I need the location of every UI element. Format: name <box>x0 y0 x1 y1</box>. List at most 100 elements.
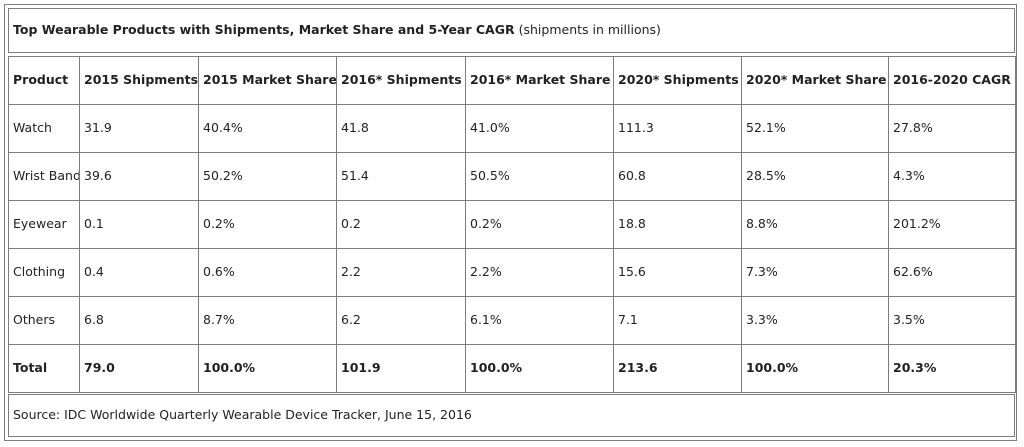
table-cell: 51.4 <box>336 152 466 201</box>
total-cell: 213.6 <box>613 344 742 393</box>
row-label-text: Watch <box>13 120 52 136</box>
table-cell-text: 6.1% <box>470 312 502 328</box>
column-header: 2020* Market Share <box>741 56 889 105</box>
row-label-text: Clothing <box>13 264 66 280</box>
table-cell-text: 18.8 <box>618 216 646 232</box>
column-header: 2016-2020 CAGR <box>888 56 1016 105</box>
total-cell: 100.0% <box>465 344 614 393</box>
table-cell-text: 50.2% <box>203 168 243 184</box>
table-cell: 18.8 <box>613 200 742 249</box>
table-cell: 50.2% <box>198 152 337 201</box>
total-label: Total <box>8 344 80 393</box>
table-cell-text: 4.3% <box>893 168 925 184</box>
table-cell: 0.1 <box>79 200 199 249</box>
total-cell-text: 213.6 <box>618 360 658 376</box>
column-header: 2015 Shipments <box>79 56 199 105</box>
table-cell-text: 201.2% <box>893 216 941 232</box>
total-cell: 100.0% <box>198 344 337 393</box>
source-note: Source: IDC Worldwide Quarterly Wearable… <box>13 407 472 423</box>
table-cell: 60.8 <box>613 152 742 201</box>
table-cell-text: 40.4% <box>203 120 243 136</box>
table-cell-text: 0.2% <box>203 216 235 232</box>
row-label: Clothing <box>8 248 80 297</box>
column-header: 2020* Shipments <box>613 56 742 105</box>
row-label: Others <box>8 296 80 345</box>
table-cell-text: 0.6% <box>203 264 235 280</box>
table-cell-text: 62.6% <box>893 264 933 280</box>
total-cell-text: 100.0% <box>470 360 523 376</box>
row-label: Watch <box>8 104 80 153</box>
table-cell-text: 0.2% <box>470 216 502 232</box>
total-cell-text: 101.9 <box>341 360 381 376</box>
table-cell: 8.7% <box>198 296 337 345</box>
column-header-text: 2020* Market Share <box>746 72 887 88</box>
total-cell-text: 100.0% <box>203 360 256 376</box>
table-cell-text: 2.2% <box>470 264 502 280</box>
total-cell: 101.9 <box>336 344 466 393</box>
table-frame <box>4 4 1017 441</box>
total-cell-text: 79.0 <box>84 360 115 376</box>
table-cell-text: 111.3 <box>618 120 654 136</box>
table-cell-text: 3.5% <box>893 312 925 328</box>
total-cell: 100.0% <box>741 344 889 393</box>
table-cell: 7.1 <box>613 296 742 345</box>
table-cell: 52.1% <box>741 104 889 153</box>
table-cell: 39.6 <box>79 152 199 201</box>
table-title-cell: Top Wearable Products with Shipments, Ma… <box>8 8 1015 53</box>
total-cell-text: 100.0% <box>746 360 799 376</box>
table-cell: 0.6% <box>198 248 337 297</box>
column-header: Product <box>8 56 80 105</box>
table-cell-text: 27.8% <box>893 120 933 136</box>
table-cell-text: 7.1 <box>618 312 638 328</box>
column-header-text: Product <box>13 72 69 88</box>
table-cell: 62.6% <box>888 248 1016 297</box>
source-note-cell: Source: IDC Worldwide Quarterly Wearable… <box>8 394 1015 437</box>
table-cell: 0.2% <box>198 200 337 249</box>
table-cell: 3.3% <box>741 296 889 345</box>
table-cell-text: 2.2 <box>341 264 361 280</box>
column-header-text: 2015 Market Share <box>203 72 337 88</box>
table-cell-text: 50.5% <box>470 168 510 184</box>
table-cell: 6.1% <box>465 296 614 345</box>
table-cell: 4.3% <box>888 152 1016 201</box>
table-cell: 40.4% <box>198 104 337 153</box>
table-cell-text: 8.8% <box>746 216 778 232</box>
table-cell-text: 39.6 <box>84 168 112 184</box>
row-label-text: Wrist Band <box>13 168 80 184</box>
table-cell-text: 6.8 <box>84 312 104 328</box>
table-cell-text: 51.4 <box>341 168 369 184</box>
column-header-text: 2016* Market Share <box>470 72 611 88</box>
table-cell-text: 28.5% <box>746 168 786 184</box>
table-cell: 41.8 <box>336 104 466 153</box>
table-cell-text: 6.2 <box>341 312 361 328</box>
column-header: 2015 Market Share <box>198 56 337 105</box>
table-cell-text: 0.4 <box>84 264 104 280</box>
table-title: Top Wearable Products with Shipments, Ma… <box>13 22 515 38</box>
table-cell-text: 7.3% <box>746 264 778 280</box>
table-cell: 0.4 <box>79 248 199 297</box>
table-cell-text: 8.7% <box>203 312 235 328</box>
table-cell-text: 31.9 <box>84 120 112 136</box>
table-cell-text: 60.8 <box>618 168 646 184</box>
column-header-text: 2015 Shipments <box>84 72 199 88</box>
table-cell: 0.2% <box>465 200 614 249</box>
total-cell: 20.3% <box>888 344 1016 393</box>
table-cell-text: 52.1% <box>746 120 786 136</box>
table-cell: 2.2% <box>465 248 614 297</box>
row-label-text: Others <box>13 312 56 328</box>
table-cell-text: 0.1 <box>84 216 104 232</box>
table-cell: 6.8 <box>79 296 199 345</box>
column-header-text: 2020* Shipments <box>618 72 739 88</box>
table-subtitle: (shipments in millions) <box>518 22 661 38</box>
table-cell: 27.8% <box>888 104 1016 153</box>
row-label: Wrist Band <box>8 152 80 201</box>
table-cell: 2.2 <box>336 248 466 297</box>
column-header: 2016* Shipments <box>336 56 466 105</box>
column-header-text: 2016* Shipments <box>341 72 462 88</box>
row-label-text: Eyewear <box>13 216 67 232</box>
table-cell-text: 41.8 <box>341 120 369 136</box>
table-cell: 3.5% <box>888 296 1016 345</box>
table-cell-text: 15.6 <box>618 264 646 280</box>
total-cell: 79.0 <box>79 344 199 393</box>
table-cell: 41.0% <box>465 104 614 153</box>
